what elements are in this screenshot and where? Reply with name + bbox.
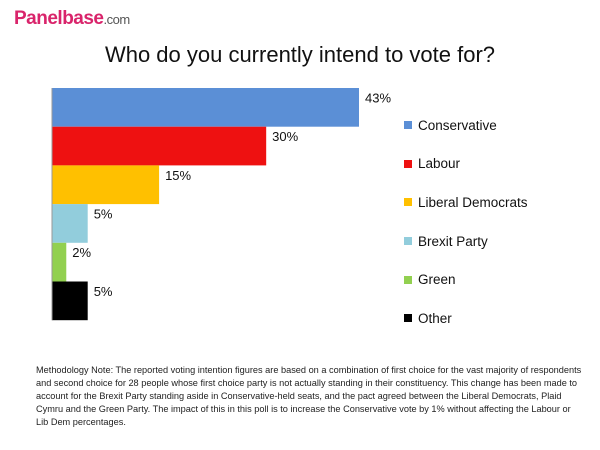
chart-title: Who do you currently intend to vote for? bbox=[104, 42, 496, 67]
data-label: 15% bbox=[165, 168, 191, 183]
bar-green bbox=[52, 242, 67, 282]
legend-swatch bbox=[404, 198, 412, 207]
data-label: 43% bbox=[365, 90, 391, 105]
legend-swatch bbox=[404, 314, 412, 323]
legend-item: Liberal Democrats bbox=[404, 183, 528, 222]
legend-swatch bbox=[404, 275, 412, 284]
bar-labour bbox=[52, 126, 267, 166]
data-label: 2% bbox=[72, 245, 91, 260]
methodology-note: Methodology Note: The reported voting in… bbox=[36, 365, 582, 427]
legend-item: Labour bbox=[404, 145, 528, 184]
logo-brand: Panelbase bbox=[14, 8, 104, 29]
legend-swatch bbox=[404, 159, 412, 168]
legend-label: Other bbox=[418, 310, 452, 326]
legend-swatch bbox=[404, 237, 412, 246]
legend-label: Liberal Democrats bbox=[418, 194, 528, 210]
legend-item: Brexit Party bbox=[404, 222, 528, 261]
legend-item: Other bbox=[404, 299, 528, 338]
legend-label: Brexit Party bbox=[418, 233, 488, 249]
legend-item: Conservative bbox=[404, 106, 528, 145]
bar-conservative bbox=[52, 88, 359, 127]
logo-domain: .com bbox=[103, 12, 131, 27]
bar-other bbox=[52, 281, 88, 321]
legend-label: Labour bbox=[418, 156, 461, 172]
bar-liberal-democrats bbox=[52, 165, 160, 205]
data-label: 30% bbox=[272, 129, 298, 144]
legend-label: Conservative bbox=[418, 117, 497, 133]
data-label: 5% bbox=[94, 206, 113, 221]
legend-item: Green bbox=[404, 260, 528, 299]
legend-label: Green bbox=[418, 272, 456, 288]
panelbase-logo: Panelbase.com bbox=[14, 8, 130, 30]
legend: Conservative Labour Liberal Democrats Brexi… bbox=[404, 106, 528, 338]
legend-swatch bbox=[404, 121, 412, 130]
data-label: 5% bbox=[94, 284, 113, 299]
bar-brexit-party bbox=[52, 204, 88, 243]
